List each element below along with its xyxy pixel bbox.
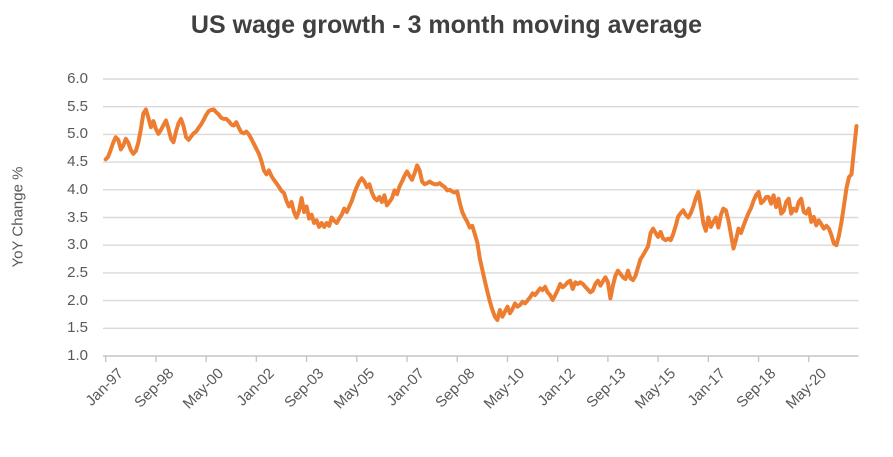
chart-title: US wage growth - 3 month moving average <box>190 11 703 39</box>
y-tick-label: 4.0 <box>67 180 88 198</box>
y-tick-label: 2.5 <box>67 263 88 281</box>
y-tick-label: 5.0 <box>67 125 88 143</box>
y-tick-label: 1.5 <box>67 319 88 337</box>
y-tick-label: 5.5 <box>67 97 88 115</box>
y-tick-label: 3.0 <box>67 236 88 254</box>
y-tick-label: 4.5 <box>67 153 88 171</box>
y-tick-label: 3.5 <box>67 208 88 226</box>
y-tick-label: 6.0 <box>67 70 88 87</box>
x-axis-tick-marks <box>104 356 810 362</box>
gridlines <box>103 78 859 357</box>
y-tick-label: 2.0 <box>67 291 88 309</box>
wage-growth-series-line <box>103 107 859 322</box>
y-tick-label: 1.0 <box>67 347 88 364</box>
